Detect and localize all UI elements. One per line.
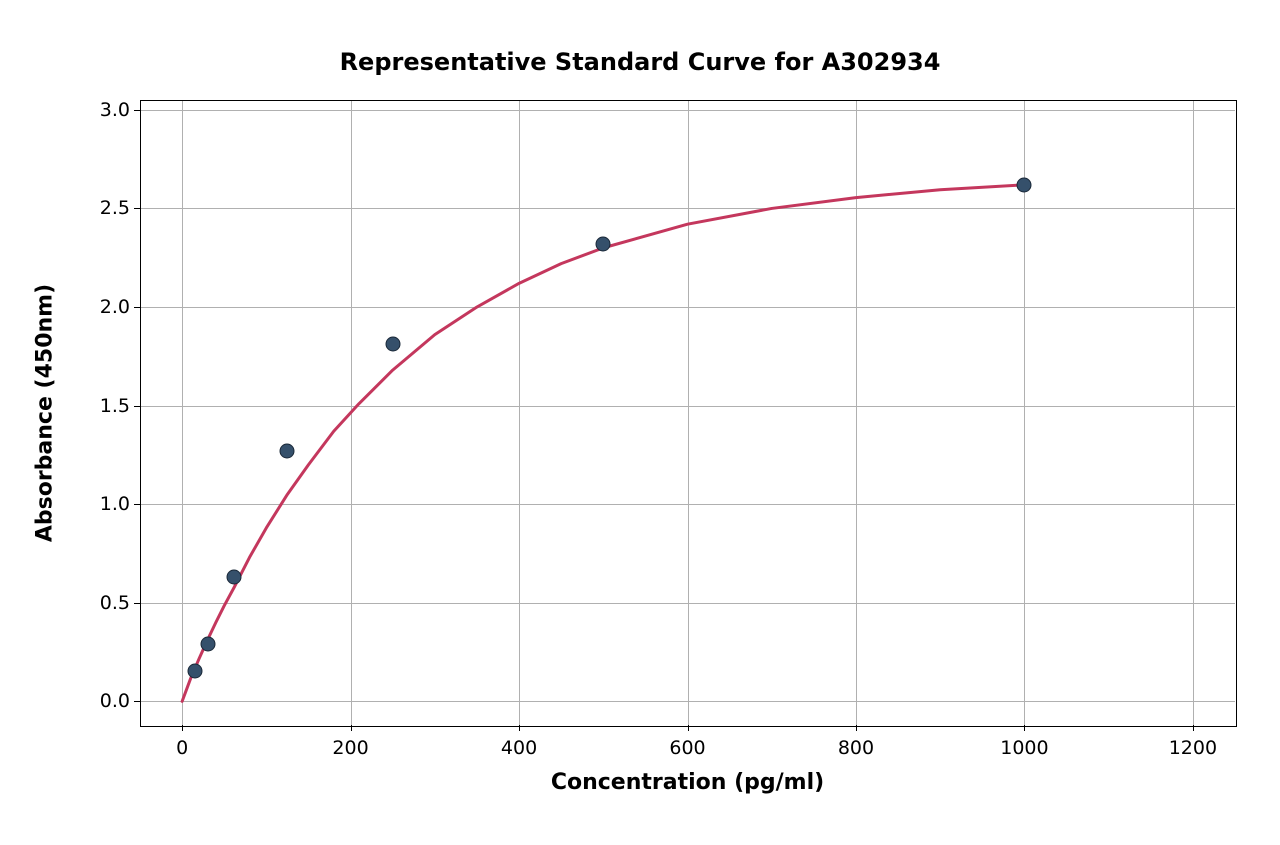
data-point: [596, 236, 611, 251]
data-point: [280, 443, 295, 458]
fit-curve: [0, 0, 1280, 845]
chart-container: Representative Standard Curve for A30293…: [0, 0, 1280, 845]
data-point: [385, 337, 400, 352]
data-point: [227, 570, 242, 585]
data-point: [1017, 177, 1032, 192]
data-point: [201, 637, 216, 652]
data-point: [187, 663, 202, 678]
